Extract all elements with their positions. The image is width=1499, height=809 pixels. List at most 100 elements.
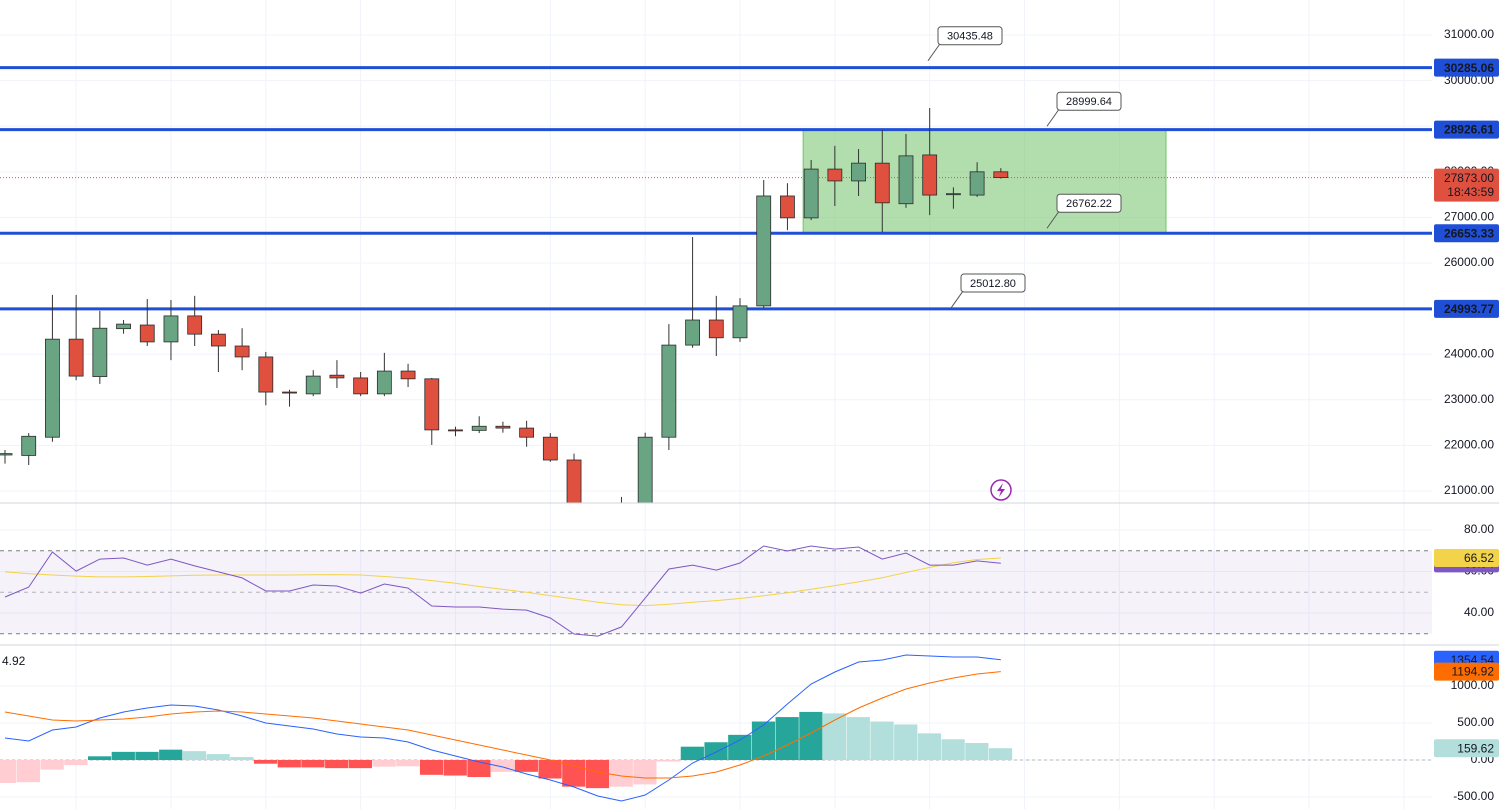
candle-body	[329, 374, 345, 379]
histogram-bar	[751, 721, 776, 761]
candle-body	[732, 305, 748, 339]
indicator-legend: 4.92	[2, 654, 26, 668]
histogram-bar	[111, 751, 135, 761]
histogram-bar	[609, 760, 633, 787]
histogram-bar	[159, 749, 183, 761]
callout-label: 26762.22	[1066, 198, 1112, 210]
histogram-bar	[538, 760, 562, 779]
candle-body	[376, 370, 392, 395]
candle-body	[542, 436, 558, 461]
histogram-bar	[40, 760, 64, 770]
histogram-bar	[135, 751, 159, 761]
axis-value-box	[1434, 299, 1499, 318]
histogram-bar	[0, 760, 17, 783]
axis-value-label: 26653.33	[1444, 226, 1494, 240]
histogram-bar	[822, 713, 847, 761]
candle-body	[45, 338, 60, 438]
range-box	[802, 129, 1167, 234]
histogram-bar	[894, 724, 918, 761]
series-line	[4, 654, 1001, 802]
histogram-bar	[230, 757, 254, 761]
candle-body	[139, 324, 155, 343]
series-line	[4, 671, 1001, 779]
axis-value-label: 1194.92	[1452, 665, 1495, 679]
histogram-bar	[491, 760, 515, 772]
histogram-bar	[657, 760, 681, 762]
histogram-bar	[704, 742, 728, 761]
last-price-label: 27873.00	[1444, 171, 1494, 185]
candle-body	[993, 171, 1009, 179]
price-axis: 21000.0022000.0023000.0024000.0025000.00…	[1434, 27, 1499, 803]
candle-body	[353, 377, 369, 395]
y-tick-label: 26000.00	[1444, 255, 1494, 269]
histogram-bar	[419, 760, 444, 775]
candle-body	[803, 168, 819, 219]
candle-body	[495, 425, 511, 429]
histogram-bar	[372, 760, 396, 767]
y-tick-label: 27000.00	[1444, 210, 1494, 224]
axis-value-label: 30285.06	[1444, 61, 1494, 75]
histogram-bar	[633, 760, 657, 785]
candle-body	[566, 459, 582, 503]
series-line	[4, 545, 1001, 637]
candle-body	[471, 425, 487, 431]
callout-pointer	[927, 43, 941, 62]
histogram-bar	[917, 733, 942, 761]
y-tick-label: 500.00	[1457, 715, 1494, 729]
histogram-bar	[728, 734, 752, 761]
axis-value-label: 24993.77	[1444, 302, 1494, 316]
callout-label: 25012.80	[970, 278, 1016, 290]
candle-body	[448, 429, 463, 432]
y-tick-label: 23000.00	[1444, 392, 1494, 406]
y-tick-label: 40.00	[1464, 605, 1494, 619]
histogram-bar	[562, 760, 586, 787]
histogram-bar	[206, 754, 230, 761]
axis-value-box	[1434, 58, 1499, 77]
callout-label: 28999.64	[1066, 96, 1112, 108]
histogram-bar	[301, 760, 325, 768]
histogram-bar	[799, 711, 823, 761]
price-pane: 30435.48 28999.64 26762.22 25012.80	[0, 26, 1432, 503]
candle-body	[780, 195, 795, 219]
axis-value-label: 28926.61	[1444, 123, 1494, 137]
histogram-bar	[941, 739, 965, 761]
candle-body	[116, 323, 131, 330]
histogram-bar	[846, 717, 870, 761]
histogram-bar	[965, 742, 989, 761]
callout-box	[1056, 193, 1122, 213]
countdown: 18:43:59	[1447, 185, 1494, 199]
callout-pointer	[1046, 210, 1060, 229]
callout-box	[1056, 91, 1122, 111]
histogram-bar	[443, 760, 467, 776]
histogram-bar	[253, 760, 278, 764]
candle-body	[400, 370, 416, 380]
candle-body	[708, 319, 724, 339]
histogram-bar	[680, 746, 704, 761]
axis-value-box	[1434, 120, 1499, 139]
axis-value-box	[1434, 739, 1499, 758]
callout-box	[960, 273, 1026, 293]
candle-body	[92, 327, 108, 377]
histogram-bar	[16, 760, 41, 783]
candle-body	[21, 435, 37, 456]
histogram-bar	[182, 751, 207, 761]
histogram-bar	[348, 760, 373, 769]
axis-value-box	[1434, 548, 1499, 567]
histogram-bar	[514, 760, 538, 772]
candle-body	[946, 193, 961, 196]
histogram-bar	[467, 760, 491, 778]
candle-body	[661, 344, 677, 438]
candle-body	[519, 427, 535, 438]
axis-value-label: 66.52	[1464, 551, 1494, 565]
candle-body	[637, 436, 653, 503]
histogram-bar	[277, 760, 301, 768]
candle-body	[851, 162, 866, 182]
y-tick-label: 31000.00	[1444, 27, 1494, 41]
alert-icon[interactable]	[990, 479, 1012, 501]
grid-layer	[0, 0, 1432, 809]
indicator-panes: 4.92	[0, 545, 1432, 802]
callout-label: 30435.48	[947, 31, 993, 43]
candle-body	[685, 319, 700, 346]
histogram-bar	[87, 756, 112, 761]
